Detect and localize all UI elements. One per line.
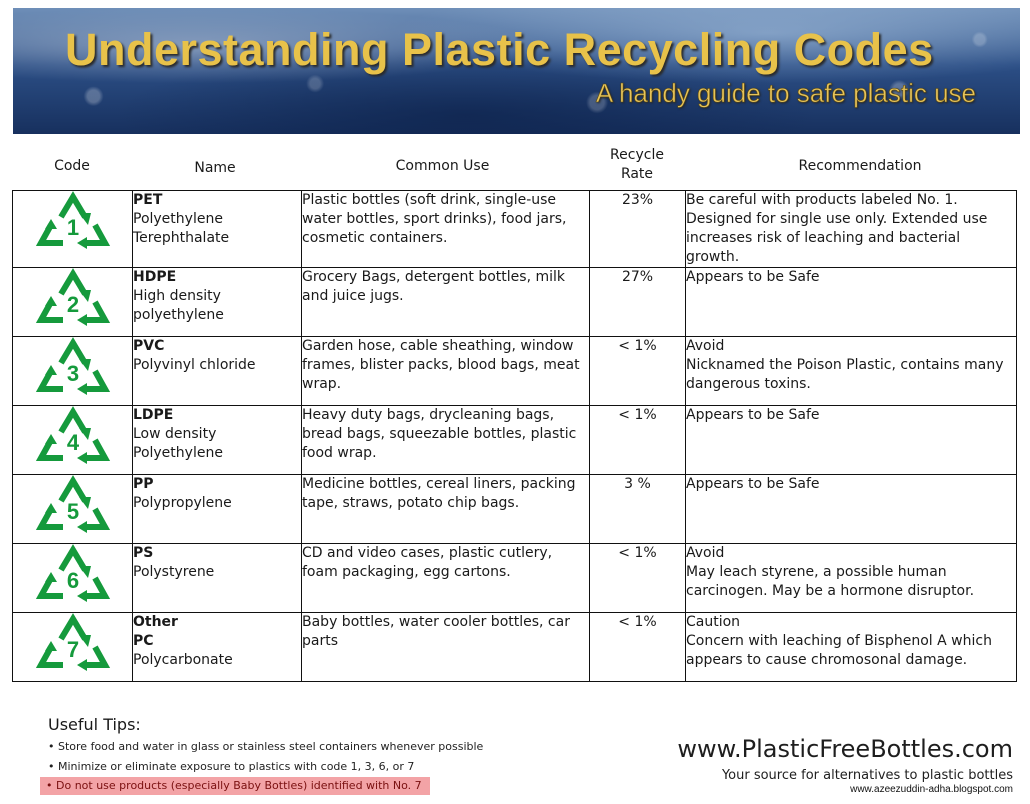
recycle-symbol-icon: 6 bbox=[35, 544, 110, 602]
common-use-cell: Medicine bottles, cereal liners, packing… bbox=[301, 474, 590, 544]
plastic-abbreviation: PS bbox=[133, 545, 154, 561]
header-banner: Understanding Plastic Recycling Codes A … bbox=[13, 8, 1020, 134]
code-cell: 5 bbox=[12, 474, 133, 544]
plastic-abbreviation: PVC bbox=[133, 338, 165, 354]
recycle-rate-cell: < 1% bbox=[589, 543, 686, 613]
name-cell: HDPE High density polyethylene bbox=[132, 267, 302, 337]
name-cell: PP Polypropylene bbox=[132, 474, 302, 544]
code-number: 4 bbox=[66, 430, 79, 455]
table-row: 4 LDPE Low density Polyethylene Heavy duty … bbox=[12, 405, 1017, 475]
column-header-recycle-rate: Recycle Rate bbox=[610, 147, 664, 182]
code-number: 2 bbox=[66, 292, 78, 317]
plastic-name: Polystyrene bbox=[133, 564, 215, 580]
column-header-common-use: Common Use bbox=[395, 158, 490, 174]
plastic-name: Polypropylene bbox=[133, 495, 232, 511]
column-header-code: Code bbox=[54, 158, 90, 174]
tip-item: • Store food and water in glass or stain… bbox=[48, 740, 484, 753]
code-number: 5 bbox=[66, 499, 78, 524]
code-cell: 1 bbox=[12, 190, 133, 268]
recycle-symbol-icon: 3 bbox=[35, 337, 110, 395]
common-use-cell: Garden hose, cable sheathing, window fra… bbox=[301, 336, 590, 406]
common-use-cell: Grocery Bags, detergent bottles, milk an… bbox=[301, 267, 590, 337]
recycle-rate-cell: 3 % bbox=[589, 474, 686, 544]
recommendation-cell: Appears to be Safe bbox=[685, 267, 1017, 337]
water-drops-background bbox=[13, 8, 1020, 134]
recycle-rate-cell: < 1% bbox=[589, 612, 686, 682]
recommendation-cell: Avoid May leach styrene, a possible huma… bbox=[685, 543, 1017, 613]
recommendation-cell: Caution Concern with leaching of Bisphen… bbox=[685, 612, 1017, 682]
common-use-cell: Plastic bottles (soft drink, single-use … bbox=[301, 190, 590, 268]
table-row: 2 HDPE High density polyethylene Grocery Ba… bbox=[12, 267, 1017, 337]
plastic-name: Low density Polyethylene bbox=[133, 426, 223, 461]
plastic-abbreviation: Other PC bbox=[133, 614, 178, 649]
plastic-abbreviation: HDPE bbox=[133, 269, 177, 285]
plastic-name: Polyvinyl chloride bbox=[133, 357, 256, 373]
common-use-cell: Baby bottles, water cooler bottles, car … bbox=[301, 612, 590, 682]
code-number: 1 bbox=[66, 215, 78, 240]
common-use-cell: CD and video cases, plastic cutlery, foa… bbox=[301, 543, 590, 613]
recommendation-cell: Appears to be Safe bbox=[685, 474, 1017, 544]
recycle-symbol-icon: 5 bbox=[35, 475, 110, 533]
plastic-abbreviation: LDPE bbox=[133, 407, 174, 423]
table-row: 3 PVC Polyvinyl chloride Garden hose, cable… bbox=[12, 336, 1017, 406]
code-number: 3 bbox=[66, 361, 78, 386]
tip-item: • Minimize or eliminate exposure to plas… bbox=[48, 760, 415, 773]
recommendation-cell: Be careful with products labeled No. 1. … bbox=[685, 190, 1017, 268]
site-tagline: Your source for alternatives to plastic … bbox=[721, 768, 1013, 783]
code-cell: 2 bbox=[12, 267, 133, 337]
recycle-rate-cell: < 1% bbox=[589, 405, 686, 475]
code-cell: 7 bbox=[12, 612, 133, 682]
site-url: www.PlasticFreeBottles.com bbox=[677, 735, 1013, 763]
column-header-name: Name bbox=[194, 160, 236, 176]
column-header-recommendation: Recommendation bbox=[798, 158, 922, 174]
code-cell: 4 bbox=[12, 405, 133, 475]
plastic-name: High density polyethylene bbox=[133, 288, 224, 323]
plastic-name: Polyethylene Terephthalate bbox=[133, 211, 230, 246]
recycle-symbol-icon: 4 bbox=[35, 406, 110, 464]
recycle-symbol-icon: 1 bbox=[35, 191, 110, 249]
tips-title: Useful Tips: bbox=[48, 715, 141, 734]
recycling-codes-table: 1 PET Polyethylene Terephthalate Plastic bo… bbox=[12, 190, 1017, 682]
recommendation-cell: Appears to be Safe bbox=[685, 405, 1017, 475]
table-row: 6 PS Polystyrene CD and video cases, plasti… bbox=[12, 543, 1017, 613]
common-use-cell: Heavy duty bags, drycleaning bags, bread… bbox=[301, 405, 590, 475]
recommendation-cell: Avoid Nicknamed the Poison Plastic, cont… bbox=[685, 336, 1017, 406]
code-number: 6 bbox=[66, 568, 78, 593]
name-cell: PS Polystyrene bbox=[132, 543, 302, 613]
recycle-rate-cell: < 1% bbox=[589, 336, 686, 406]
name-cell: PVC Polyvinyl chloride bbox=[132, 336, 302, 406]
name-cell: PET Polyethylene Terephthalate bbox=[132, 190, 302, 268]
credit-url: www.azeezuddin-adha.blogspot.com bbox=[850, 784, 1013, 795]
page-title: Understanding Plastic Recycling Codes bbox=[65, 24, 934, 75]
page-subtitle: A handy guide to safe plastic use bbox=[595, 78, 977, 109]
recycle-rate-cell: 27% bbox=[589, 267, 686, 337]
table-row: 1 PET Polyethylene Terephthalate Plastic bo… bbox=[12, 190, 1017, 268]
recycle-rate-cell: 23% bbox=[589, 190, 686, 268]
code-cell: 6 bbox=[12, 543, 133, 613]
recycle-symbol-icon: 7 bbox=[35, 613, 110, 671]
table-row: 5 PP Polypropylene Medicine bottles, cereal… bbox=[12, 474, 1017, 544]
plastic-name: Polycarbonate bbox=[133, 652, 233, 668]
name-cell: LDPE Low density Polyethylene bbox=[132, 405, 302, 475]
tip-item-highlighted: • Do not use products (especially Baby B… bbox=[40, 777, 430, 795]
plastic-abbreviation: PET bbox=[133, 192, 163, 208]
plastic-abbreviation: PP bbox=[133, 476, 154, 492]
name-cell: Other PC Polycarbonate bbox=[132, 612, 302, 682]
table-row: 7 Other PC Polycarbonate Baby bottles, wate… bbox=[12, 612, 1017, 682]
recycle-symbol-icon: 2 bbox=[35, 268, 110, 326]
code-number: 7 bbox=[66, 637, 78, 662]
code-cell: 3 bbox=[12, 336, 133, 406]
